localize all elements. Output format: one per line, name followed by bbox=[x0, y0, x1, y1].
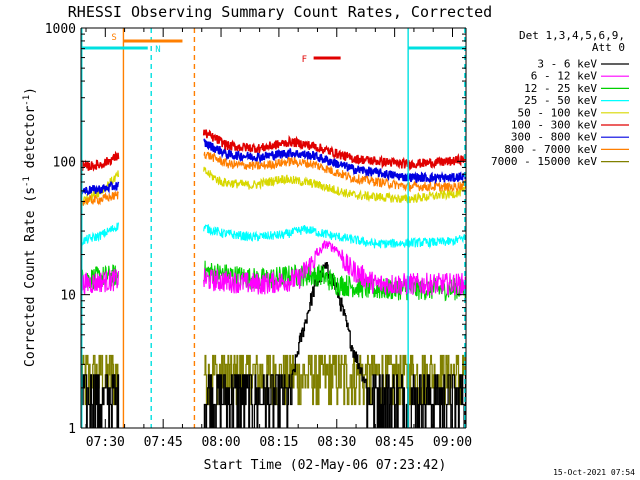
flag-label-n: N bbox=[155, 45, 160, 55]
series-line-100-300-kev bbox=[81, 150, 120, 172]
flag-label-s: S bbox=[111, 33, 116, 43]
series-line-100-300-kev bbox=[202, 129, 466, 172]
legend-label: 12 - 25 keV bbox=[524, 82, 597, 95]
legend-label: 800 - 7000 keV bbox=[504, 143, 597, 156]
legend-header-line1: Det 1,3,4,5,6,9, bbox=[519, 29, 625, 42]
series-line-300-800-kev bbox=[203, 138, 466, 185]
y-axis-label-main: Corrected Count Rate (s bbox=[23, 187, 38, 367]
chart-title: RHESSI Observing Summary Count Rates, Co… bbox=[68, 3, 492, 21]
y-axis-label-sup2: -1 bbox=[22, 95, 32, 106]
series-line-6-12-kev bbox=[203, 240, 466, 297]
legend-header-line2: Att 0 bbox=[592, 41, 625, 54]
legend-label: 25 - 50 keV bbox=[524, 94, 597, 107]
series-line-800-7000-kev bbox=[203, 151, 466, 193]
series-line-25-50-kev bbox=[203, 224, 466, 249]
legend-label: 100 - 300 keV bbox=[511, 119, 597, 132]
series-line-800-7000-kev bbox=[81, 190, 119, 206]
y-tick-label: 1000 bbox=[45, 22, 76, 37]
legend-label: 50 - 100 keV bbox=[518, 106, 598, 119]
legend-label: 3 - 6 keV bbox=[537, 58, 597, 71]
series-line-300-800-kev bbox=[81, 180, 120, 197]
y-tick-label: 1 bbox=[68, 422, 76, 437]
legend-label: 6 - 12 keV bbox=[531, 70, 598, 83]
series-line-7000-15000-kev bbox=[81, 354, 119, 406]
y-tick-label: 100 bbox=[53, 155, 76, 170]
x-tick-label: 08:00 bbox=[201, 435, 240, 450]
y-axis-label: Corrected Count Rate (s-1 detector-1) bbox=[22, 87, 38, 367]
timestamp: 15-Oct-2021 07:54 bbox=[553, 468, 635, 477]
series-line-25-50-kev bbox=[81, 222, 120, 247]
flag-label-f: F bbox=[302, 55, 307, 65]
y-tick-label: 10 bbox=[60, 289, 76, 304]
x-tick-label: 07:45 bbox=[144, 435, 183, 450]
x-tick-label: 07:30 bbox=[86, 435, 125, 450]
x-axis-label: Start Time (02-May-06 07:23:42) bbox=[204, 458, 447, 473]
x-tick-label: 08:15 bbox=[259, 435, 298, 450]
y-axis-label-mid: detector bbox=[23, 106, 38, 177]
y-axis-label-end: ) bbox=[23, 87, 38, 95]
x-tick-label: 08:45 bbox=[375, 435, 414, 450]
series-line-6-12-kev bbox=[81, 268, 120, 296]
series-line-50-100-kev bbox=[203, 166, 466, 205]
x-tick-label: 09:00 bbox=[433, 435, 472, 450]
legend-label: 300 - 800 keV bbox=[511, 131, 597, 144]
x-tick-label: 08:30 bbox=[317, 435, 356, 450]
legend-label: 7000 - 15000 keV bbox=[491, 155, 597, 168]
y-axis-label-sup1: -1 bbox=[22, 176, 32, 187]
series-line-3-6-kev bbox=[81, 374, 120, 428]
plot-area: S N F 1 10 100 1000 07:30 07:45 08:00 08:15 08:30 08… bbox=[45, 22, 472, 450]
